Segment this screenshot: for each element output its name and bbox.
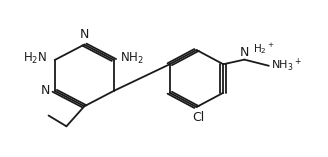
Text: N: N — [240, 46, 249, 59]
Text: H$_2$N: H$_2$N — [23, 51, 48, 66]
Text: N: N — [80, 28, 89, 41]
Text: NH$_3$$^+$: NH$_3$$^+$ — [271, 57, 302, 74]
Text: Cl: Cl — [192, 111, 204, 124]
Text: N: N — [40, 84, 50, 97]
Text: H$_2$$^+$: H$_2$$^+$ — [253, 41, 274, 56]
Text: NH$_2$: NH$_2$ — [120, 51, 144, 66]
